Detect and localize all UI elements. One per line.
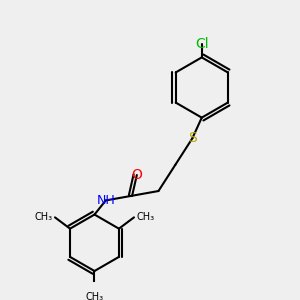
- Text: CH₃: CH₃: [137, 212, 155, 222]
- Text: S: S: [188, 131, 197, 145]
- Text: CH₃: CH₃: [85, 292, 103, 300]
- Text: NH: NH: [96, 194, 115, 207]
- Text: Cl: Cl: [195, 37, 208, 51]
- Text: CH₃: CH₃: [34, 212, 52, 222]
- Text: O: O: [131, 168, 142, 182]
